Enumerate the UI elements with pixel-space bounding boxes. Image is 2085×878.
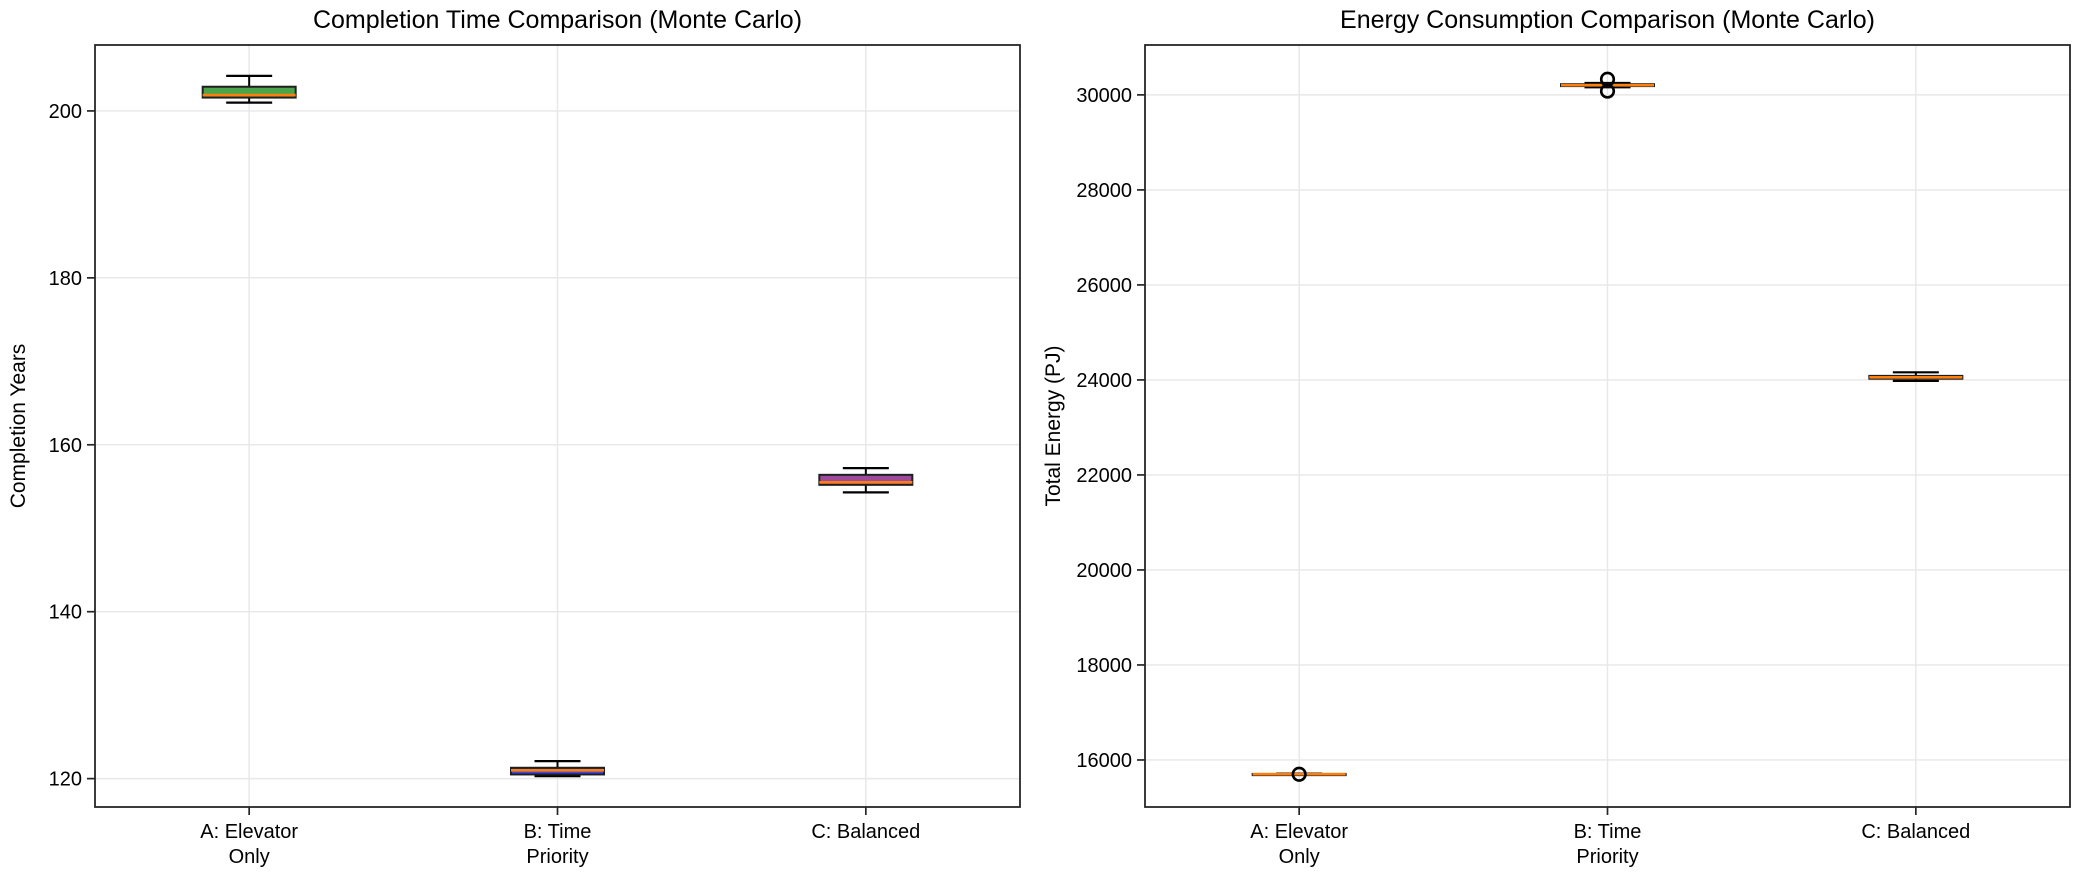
y-tick-label: 140 (49, 602, 82, 624)
x-tick-label: C: Balanced (1861, 821, 1970, 843)
y-axis-label: Completion Years (7, 344, 30, 509)
plot-frame (1144, 44, 2071, 808)
x-tick-label: C: Balanced (811, 821, 920, 843)
y-tick-label: 18000 (1076, 655, 1132, 677)
x-tick-label: B: Time Priority (524, 821, 592, 868)
y-tick-label: 24000 (1076, 370, 1132, 392)
y-tick-label: 120 (49, 769, 82, 791)
y-tick-label: 20000 (1076, 560, 1132, 582)
y-tick-label: 30000 (1076, 85, 1132, 107)
iqr-box (201, 85, 297, 99)
y-tick-label: 180 (49, 268, 82, 290)
iqr-box (818, 473, 914, 486)
y-tick-label: 160 (49, 435, 82, 457)
box-a-elevator-only (1251, 766, 1347, 782)
y-tick-label: 28000 (1076, 180, 1132, 202)
y-tick-label: 200 (49, 101, 82, 123)
plot-frame (94, 44, 1021, 808)
box-c-balanced (1868, 371, 1964, 382)
chart-title: Completion Time Comparison (Monte Carlo) (313, 6, 802, 34)
box-b-time-priority (510, 759, 605, 778)
x-tick-label: B: Time Priority (1574, 821, 1642, 868)
y-tick-label: 26000 (1076, 275, 1132, 297)
box-a-elevator-only (201, 74, 297, 104)
x-tick-label: A: Elevator Only (1250, 821, 1348, 868)
subplot-1: 16000 18000 20000 22000 24000 26000 28000 30000… (1042, 6, 2071, 868)
x-tick-label: A: Elevator Only (200, 821, 298, 868)
box-b-time-priority (1560, 71, 1655, 99)
y-axis-label: Total Energy (PJ) (1042, 345, 1065, 506)
y-tick-label: 22000 (1076, 465, 1132, 487)
y-tick-label: 16000 (1076, 750, 1132, 772)
outlier-point (1599, 83, 1616, 99)
subplot-0: 120 140 160 180 200 A: Elevator Only B: Time Pri… (7, 6, 1021, 868)
chart-title: Energy Consumption Comparison (Monte Car… (1340, 6, 1875, 34)
box-c-balanced (818, 467, 914, 494)
outlier-point (1291, 766, 1307, 782)
